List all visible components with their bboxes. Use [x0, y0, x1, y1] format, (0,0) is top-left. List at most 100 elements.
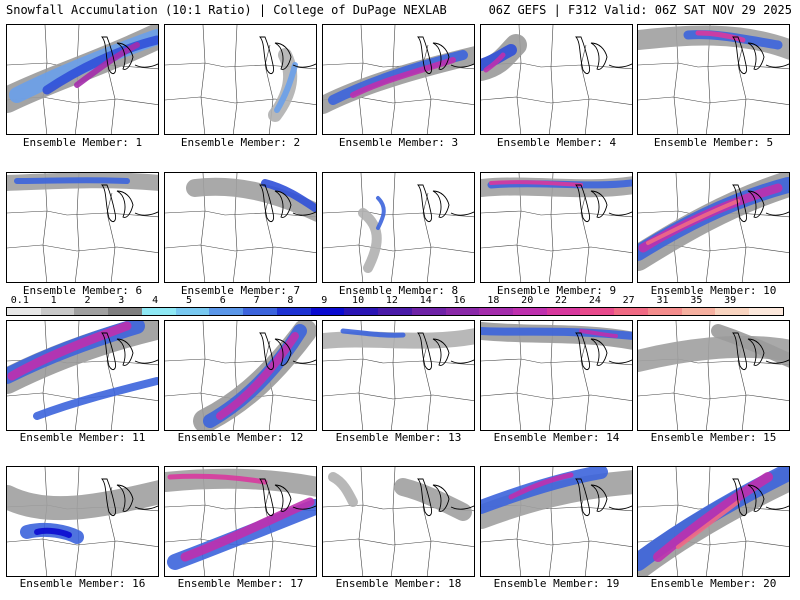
colorbar-segment	[141, 308, 176, 315]
ensemble-member-map	[480, 320, 633, 431]
snowfall-band	[180, 497, 315, 562]
ensemble-member-map	[6, 466, 159, 577]
snowfall-band	[42, 35, 158, 95]
colorbar-tick-label: 22	[555, 295, 568, 306]
great-lakes-outline	[259, 184, 316, 223]
ensemble-member-label: Ensemble Member: 16	[19, 577, 146, 590]
snowfall-map-graphic	[7, 321, 158, 430]
snowfall-band	[328, 472, 358, 507]
state-boundaries	[481, 321, 632, 430]
ensemble-member-map	[164, 466, 317, 577]
colorbar-segment	[647, 308, 682, 315]
snowfall-colorbar	[6, 307, 784, 316]
snowfall-map-graphic	[638, 467, 789, 576]
snowfall-map-graphic	[481, 467, 632, 576]
colorbar-segment	[74, 308, 109, 315]
colorbar-tick-label: 1	[50, 295, 57, 306]
great-lakes-outline	[101, 332, 158, 371]
ensemble-member-label: Ensemble Member: 3	[338, 136, 459, 149]
snowfall-map-graphic	[481, 321, 632, 430]
ensemble-member-label: Ensemble Member: 13	[335, 431, 462, 444]
ensemble-member-map	[637, 320, 790, 431]
snowfall-band	[646, 199, 740, 245]
colorbar-segment	[681, 308, 716, 315]
colorbar-tick-label: 39	[724, 295, 737, 306]
colorbar-tick-label: 35	[690, 295, 703, 306]
snowfall-map-graphic	[7, 173, 158, 282]
colorbar-tick-label: 8	[287, 295, 294, 306]
colorbar-segment	[40, 308, 75, 315]
great-lakes-outline	[575, 184, 632, 223]
great-lakes-outline	[417, 478, 474, 517]
ensemble-member-label: Ensemble Member: 19	[493, 577, 620, 590]
ensemble-member-label: Ensemble Member: 6	[22, 284, 143, 297]
snowfall-band	[14, 177, 130, 184]
ensemble-member-map	[164, 320, 317, 431]
ensemble-member-map	[637, 172, 790, 283]
great-lakes-outline	[732, 332, 789, 371]
great-lakes-outline	[575, 478, 632, 517]
great-lakes-outline	[101, 36, 158, 75]
snowfall-band	[216, 332, 299, 420]
colorbar-tick-label: 5	[185, 295, 192, 306]
snowfall-map-graphic	[7, 467, 158, 576]
snowfall-band	[508, 472, 574, 500]
colorbar-segment	[580, 308, 615, 315]
ensemble-member-label: Ensemble Member: 7	[180, 284, 301, 297]
ensemble-member-label: Ensemble Member: 10	[650, 284, 777, 297]
ensemble-member-map	[480, 24, 633, 135]
snowfall-band	[350, 57, 456, 98]
snowfall-band	[653, 472, 773, 562]
ensemble-member-label: Ensemble Member: 12	[177, 431, 304, 444]
ensemble-member-label: Ensemble Member: 4	[496, 136, 617, 149]
snowfall-map-graphic	[481, 173, 632, 282]
snowfall-map-graphic	[323, 25, 474, 134]
ensemble-member-label: Ensemble Member: 15	[650, 431, 777, 444]
snowfall-map-graphic	[638, 25, 789, 134]
snowfall-band	[481, 467, 608, 514]
snowfall-band	[676, 500, 740, 549]
snowfall-band	[481, 470, 632, 529]
colorbar-segment	[7, 308, 41, 315]
great-lakes-outline	[259, 36, 316, 75]
colorbar-tick-label: 16	[453, 295, 466, 306]
colorbar-segment	[175, 308, 210, 315]
state-boundaries	[323, 321, 474, 430]
ensemble-member-label: Ensemble Member: 1	[22, 136, 143, 149]
snowfall-band	[483, 52, 506, 73]
snowfall-map-graphic	[165, 321, 316, 430]
colorbar-segment	[749, 308, 783, 315]
ensemble-member-map	[322, 320, 475, 431]
snowfall-map-graphic	[638, 321, 789, 430]
snowfall-map-graphic	[323, 173, 474, 282]
snowfall-band	[261, 179, 316, 212]
ensemble-member-label: Ensemble Member: 5	[653, 136, 774, 149]
colorbar-tick-label: 27	[622, 295, 635, 306]
snowfall-map-graphic	[7, 25, 158, 134]
great-lakes-outline	[259, 332, 316, 371]
colorbar-labels: 0.1 1 2 3 4 5 6 7 8 9 10 12 14 16 18 20 22 24 27 31 35 39	[6, 295, 784, 307]
snowfall-band	[376, 196, 386, 230]
colorbar-segment	[243, 308, 277, 315]
colorbar-tick-label: 2	[84, 295, 91, 306]
snowfall-band	[274, 62, 298, 113]
model-valid-time: 06Z GEFS | F312 Valid: 06Z SAT NOV 29 20…	[488, 3, 792, 17]
colorbar-tick-label: 10	[352, 295, 365, 306]
colorbar-segment	[209, 308, 244, 315]
state-boundaries	[323, 173, 474, 282]
snowfall-band	[695, 30, 746, 43]
colorbar-tick-label: 0.1	[10, 295, 29, 306]
state-boundaries	[7, 173, 158, 282]
colorbar-segment	[715, 308, 750, 315]
great-lakes-outline	[101, 478, 158, 517]
snowfall-map-graphic	[323, 467, 474, 576]
colorbar-segment	[546, 308, 581, 315]
state-boundaries	[638, 467, 789, 576]
colorbar-segment	[108, 308, 142, 315]
snowfall-band	[33, 377, 158, 420]
state-boundaries	[323, 467, 474, 576]
colorbar-tick-label: 31	[656, 295, 669, 306]
snowfall-band	[74, 42, 140, 88]
colorbar-tick-label: 4	[152, 295, 159, 306]
great-lakes-outline	[732, 478, 789, 517]
